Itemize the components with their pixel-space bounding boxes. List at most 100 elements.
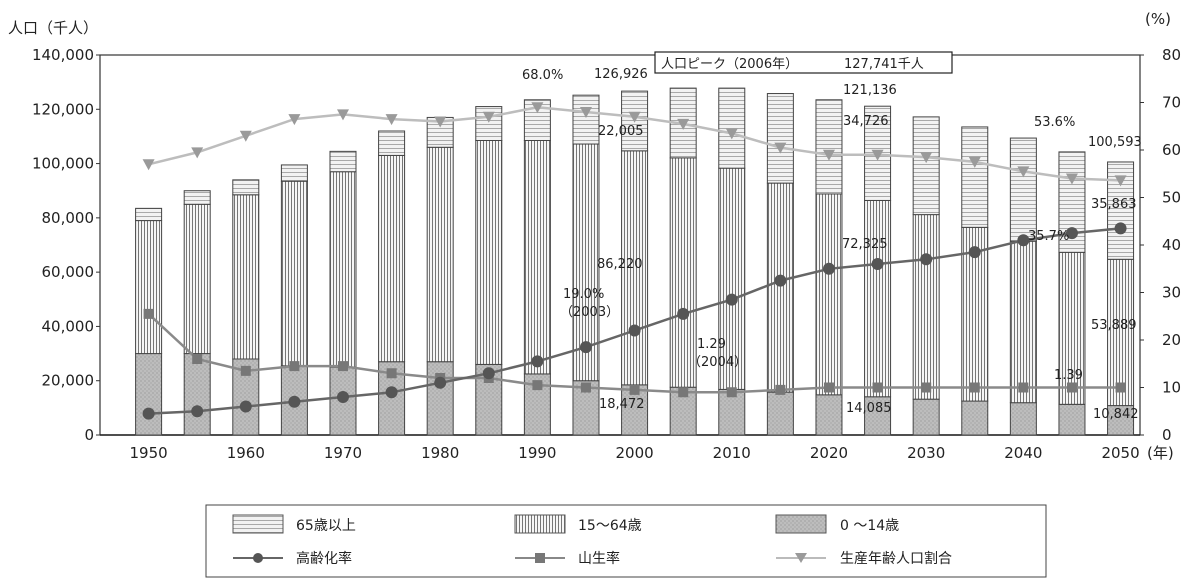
point-aging (336, 391, 349, 403)
point-aging (288, 395, 301, 408)
legend-marker-workratio (795, 553, 807, 563)
bar-segment-work (669, 157, 697, 388)
point-birth (532, 380, 543, 391)
point-workratio (385, 114, 398, 126)
bar-segment-young (1058, 403, 1086, 436)
point-aging (385, 386, 398, 399)
bar-segment-old (1009, 137, 1037, 242)
point-birth (1115, 382, 1126, 393)
birth-2004-year: （2004） (688, 355, 747, 370)
x-tick-label: 2000 (615, 444, 653, 462)
right-tick-label: 40 (1162, 236, 1181, 254)
bar-segment-work (329, 171, 357, 368)
point-workratio (482, 111, 495, 123)
bar-segment-young (329, 366, 357, 436)
work-ratio-2050-label: 53.6% (1034, 115, 1075, 130)
point-birth (921, 382, 932, 393)
point-aging (191, 405, 204, 418)
point-birth (240, 365, 251, 376)
point-workratio (822, 149, 835, 161)
peak-value: 127,741千人 (844, 57, 924, 72)
bar-segment-old (815, 99, 843, 195)
x-tick-label: 2010 (713, 444, 751, 462)
x-tick-label: 2050 (1101, 444, 1139, 462)
point-birth (1018, 382, 1029, 393)
work-2050-label: 53,889 (1091, 318, 1137, 333)
bar-segment-young (1107, 405, 1135, 436)
point-aging (968, 246, 981, 259)
bar-segment-work (864, 199, 892, 398)
peak-label: 人口ピーク（2006年） (661, 57, 798, 72)
point-aging (677, 307, 690, 320)
x-tick-label: 2020 (810, 444, 848, 462)
work-ratio-1995-label: 68.0% (522, 68, 563, 83)
bar-segment-young (426, 361, 454, 436)
total-2025-label: 121,136 (843, 83, 897, 98)
point-aging (142, 407, 155, 420)
bar-segment-old (572, 94, 600, 145)
legend-label-aging: 高齢化率 (296, 550, 352, 567)
right-tick-label: 30 (1162, 284, 1181, 302)
annotations: 人口ピーク（2006年） 127,741千人 68.0% 126,926 22,… (522, 51, 1142, 422)
total-2000-label: 126,926 (594, 67, 648, 82)
left-tick-label: 140,000 (32, 46, 94, 64)
point-birth (1066, 382, 1077, 393)
point-aging (822, 262, 835, 275)
right-tick-label: 70 (1162, 94, 1181, 112)
legend: 65歳以上 15～64歳 0 ～14歳 高齢化率 山生率 生産年齢人口割合 (205, 504, 1047, 578)
bar-segment-young (183, 353, 211, 436)
left-tick-label: 40,000 (42, 317, 95, 335)
legend-swatch-work (514, 514, 566, 534)
point-workratio (725, 128, 738, 140)
point-birth (872, 382, 883, 393)
bar-segment-old (766, 93, 794, 184)
rate-lines (142, 102, 1127, 420)
x-tick-label: 1990 (518, 444, 556, 462)
bar-segment-work (426, 146, 454, 363)
point-birth (386, 368, 397, 379)
right-tick-label: 0 (1162, 426, 1172, 444)
old-2050-label: 35,863 (1091, 197, 1137, 212)
point-workratio (288, 114, 301, 126)
point-aging (920, 253, 933, 266)
point-aging (531, 355, 544, 368)
bar-segment-young (912, 398, 940, 436)
left-tick-label: 120,000 (32, 100, 94, 118)
point-birth (289, 361, 300, 372)
point-aging (628, 324, 641, 337)
bar-segment-young (864, 396, 892, 436)
bar-segment-work (815, 193, 843, 396)
point-workratio (871, 149, 884, 161)
work-2000-label: 86,220 (597, 257, 643, 272)
left-tick-label: 100,000 (32, 155, 94, 173)
right-tick-label: 60 (1162, 141, 1181, 159)
x-tick-label: 1960 (227, 444, 265, 462)
birth-2050-label: 1.39 (1054, 368, 1083, 383)
point-workratio (677, 118, 690, 130)
bar-segment-young (961, 400, 989, 436)
point-aging (434, 376, 447, 389)
legend-swatch-young (775, 514, 827, 534)
bar-segment-old (961, 126, 989, 228)
legend-label-young: 0 ～14歳 (840, 518, 899, 534)
young-2000-label: 18,472 (599, 397, 645, 412)
point-workratio (239, 130, 252, 142)
right-tick-label: 10 (1162, 379, 1181, 397)
point-workratio (1114, 175, 1127, 187)
left-tick-label: 0 (84, 426, 94, 444)
point-workratio (1017, 166, 1030, 178)
point-workratio (531, 102, 544, 114)
x-axis-ticks: 1950 1960 1970 1980 1990 2000 2010 2020 2030 2040… (130, 444, 1140, 462)
point-birth (337, 361, 348, 372)
legend-label-old: 65歳以上 (296, 518, 356, 534)
x-tick-label: 2040 (1004, 444, 1042, 462)
old-2025-label: 34,726 (843, 114, 889, 129)
point-workratio (628, 111, 641, 123)
bar-segment-old (183, 190, 211, 205)
bar-segment-old (718, 87, 746, 169)
young-2050-label: 10,842 (1093, 407, 1139, 422)
point-aging (871, 258, 884, 270)
bar-segment-young (766, 391, 794, 436)
left-tick-label: 80,000 (42, 209, 95, 227)
point-workratio (434, 116, 447, 128)
